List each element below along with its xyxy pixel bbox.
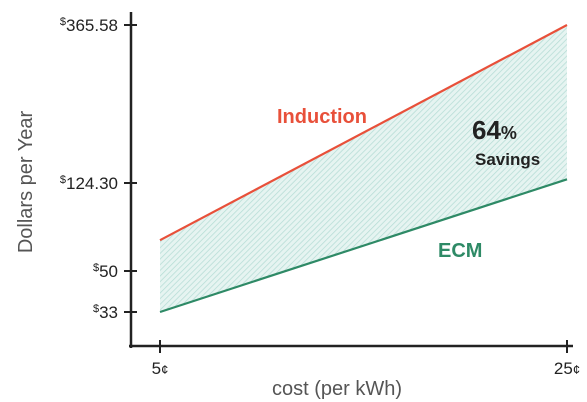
savings-percent-unit: % [501,123,517,143]
savings-percent-annotation: 64% [472,115,517,145]
series-line-induction [159,24,568,242]
y-tick-label: $365.58 [60,16,118,35]
x-tick-value: 25 [554,359,573,378]
y-axis-title: Dollars per Year [15,111,37,254]
y-tick-label: $124.30 [60,174,118,193]
y-tick-currency: $ [93,262,99,274]
x-axis-ticks: 5¢ 25¢ [152,340,580,378]
x-tick-unit: ¢ [161,362,168,377]
savings-text-annotation: Savings [475,150,540,169]
x-tick-value: 5 [152,359,161,378]
y-tick-currency: $ [60,174,66,186]
y-tick-label: $50 [93,262,118,281]
y-tick-value: 365.58 [66,16,118,35]
savings-percent-value: 64 [472,115,501,145]
y-tick-label: $33 [93,303,118,322]
y-axis-ticks: $365.58$124.30$50$33 [60,16,137,322]
x-tick-label: 5¢ [152,359,169,378]
y-tick-currency: $ [60,16,66,28]
x-tick-label: 25¢ [554,359,580,378]
y-tick-value: 33 [99,303,118,322]
x-axis-title: cost (per kWh) [272,378,402,400]
y-tick-currency: $ [93,303,99,315]
series-label-ecm: ECM [438,240,482,262]
x-tick-unit: ¢ [573,362,580,377]
y-tick-value: 124.30 [66,174,118,193]
series-label-induction: Induction [277,106,367,128]
y-tick-value: 50 [99,262,118,281]
series-line-ecm [159,178,568,314]
savings-area [160,25,567,312]
